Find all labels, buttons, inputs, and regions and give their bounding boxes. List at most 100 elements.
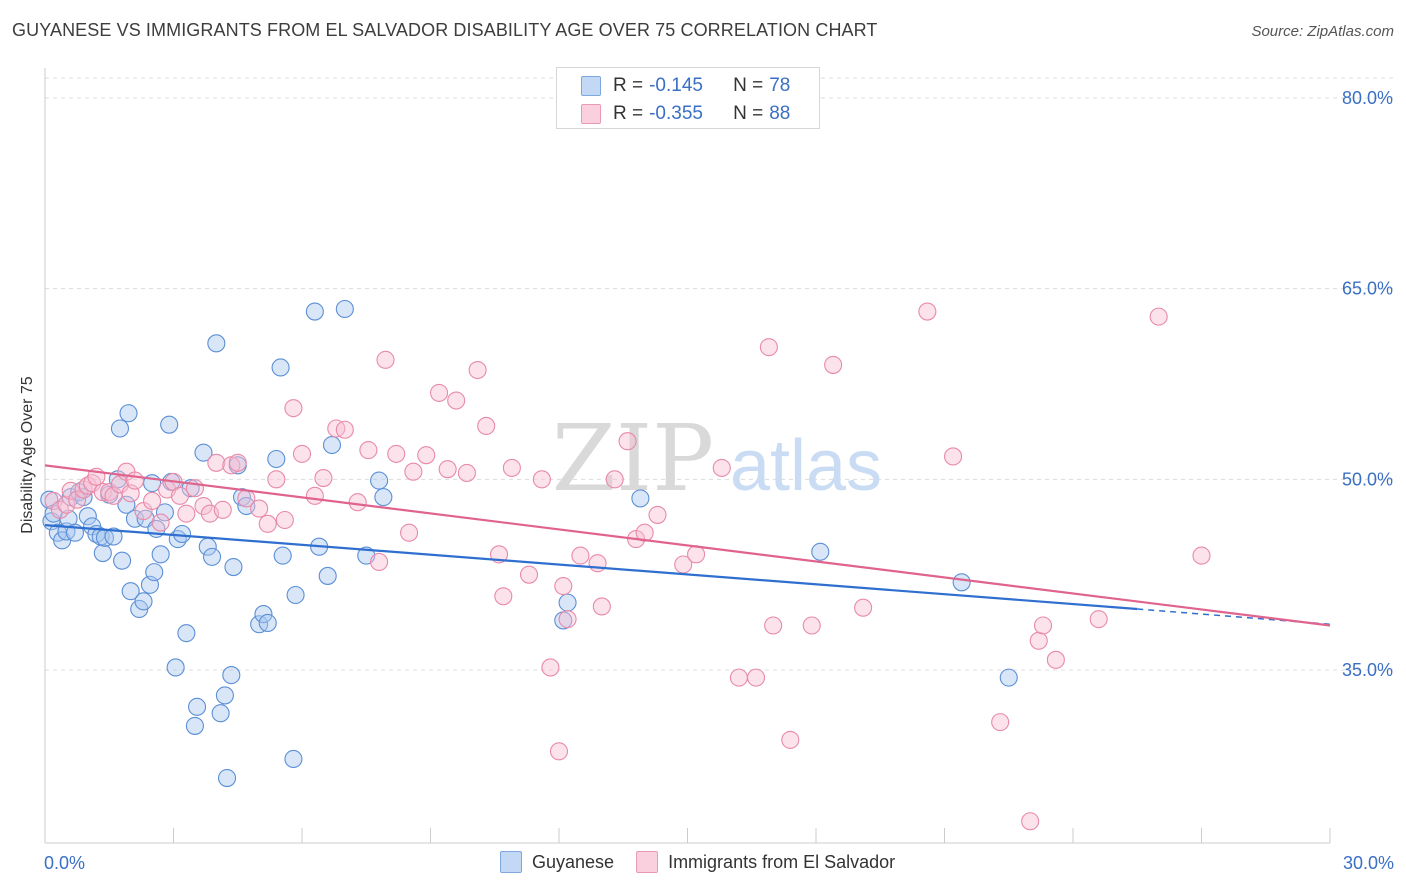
- data-point: [952, 573, 971, 592]
- series-points-el-salvador: [44, 302, 1211, 831]
- data-point: [374, 488, 393, 507]
- data-point: [549, 742, 569, 761]
- data-point: [151, 513, 170, 532]
- data-point: [222, 666, 241, 685]
- watermark-atlas: atlas: [730, 426, 882, 506]
- data-point: [824, 355, 843, 374]
- data-point: [729, 668, 748, 687]
- y-tick-label: 50.0%: [1342, 469, 1393, 489]
- data-point: [558, 610, 577, 629]
- data-point: [335, 299, 354, 319]
- axes: [44, 68, 1331, 844]
- data-point: [592, 597, 611, 616]
- data-point: [400, 523, 419, 542]
- data-point: [250, 499, 269, 518]
- data-point: [254, 605, 273, 624]
- data-point: [166, 658, 185, 677]
- data-point: [370, 471, 389, 490]
- data-point: [258, 613, 277, 633]
- data-point: [1149, 307, 1168, 326]
- data-point: [155, 503, 174, 522]
- data-point: [121, 582, 140, 601]
- trend-line-guyanese: [44, 523, 1138, 611]
- data-point: [457, 463, 476, 483]
- series-points-guyanese: [40, 299, 1018, 788]
- legend-swatch-guyanese: [500, 851, 522, 873]
- watermark: ZIP atlas: [552, 405, 882, 512]
- data-point: [477, 416, 496, 435]
- data-point: [1046, 650, 1065, 669]
- n-label: N =: [733, 103, 764, 124]
- data-point: [1029, 631, 1048, 650]
- data-point: [194, 443, 213, 462]
- n-value: 78: [769, 75, 791, 96]
- legend-item-guyanese[interactable]: Guyanese: [500, 851, 614, 873]
- r-label: R =: [613, 75, 644, 96]
- data-point: [207, 453, 226, 472]
- series-legend: Guyanese Immigrants from El Salvador: [500, 851, 917, 873]
- data-point: [438, 460, 457, 479]
- data-point: [258, 514, 277, 533]
- data-point: [811, 542, 830, 561]
- data-point: [854, 598, 873, 617]
- data-point: [359, 441, 378, 460]
- data-point: [224, 557, 243, 577]
- data-point: [541, 658, 560, 677]
- trend-line-el-salvador: [44, 464, 1331, 627]
- data-point: [631, 489, 650, 508]
- data-point: [110, 419, 130, 438]
- trend-lines: [44, 464, 1331, 627]
- data-point: [170, 486, 189, 505]
- y-tick-label: 35.0%: [1342, 660, 1393, 680]
- data-point: [468, 360, 487, 380]
- data-point: [999, 668, 1018, 687]
- data-point: [267, 449, 286, 469]
- data-point: [275, 510, 294, 530]
- data-point: [215, 686, 234, 705]
- data-point: [217, 768, 237, 788]
- data-point: [944, 447, 963, 466]
- data-point: [213, 500, 232, 519]
- data-point: [687, 545, 706, 564]
- data-point: [370, 552, 389, 572]
- y-tick-label: 65.0%: [1342, 279, 1393, 299]
- data-point: [117, 495, 136, 514]
- data-point: [267, 470, 286, 489]
- data-point: [185, 716, 204, 735]
- stats-legend: R = -0.145 N = 78 R = -0.355 N = 88: [556, 67, 820, 129]
- data-point: [305, 302, 324, 321]
- data-point: [78, 507, 97, 526]
- legend-row-el-salvador: R = -0.355 N = 88: [581, 102, 790, 126]
- data-point: [991, 713, 1010, 732]
- legend-swatch-el-salvador: [581, 104, 601, 124]
- data-point: [273, 546, 292, 565]
- data-point: [605, 470, 624, 489]
- data-point: [314, 469, 333, 488]
- data-point: [502, 458, 521, 477]
- data-point: [335, 420, 354, 439]
- data-point: [119, 404, 138, 423]
- data-point: [802, 616, 821, 635]
- legend-item-el-salvador[interactable]: Immigrants from El Salvador: [636, 851, 895, 873]
- data-point: [430, 383, 449, 402]
- data-point: [207, 334, 226, 353]
- grid-lines: [45, 77, 1393, 671]
- data-point: [318, 566, 337, 585]
- data-point: [571, 546, 590, 565]
- data-point: [228, 453, 247, 472]
- data-point: [519, 565, 539, 584]
- data-point: [554, 577, 573, 596]
- data-point: [113, 551, 132, 570]
- data-point: [194, 496, 213, 516]
- data-point: [271, 358, 290, 377]
- n-value: 88: [769, 103, 791, 124]
- data-point: [1089, 610, 1108, 629]
- legend-label-el-salvador: Immigrants from El Salvador: [668, 851, 896, 872]
- data-point: [151, 545, 170, 564]
- legend-swatch-guyanese: [581, 76, 601, 96]
- data-point: [558, 593, 577, 612]
- data-points: [40, 299, 1211, 831]
- data-point: [376, 350, 395, 369]
- source-credit: Source: ZipAtlas.com: [1251, 23, 1394, 40]
